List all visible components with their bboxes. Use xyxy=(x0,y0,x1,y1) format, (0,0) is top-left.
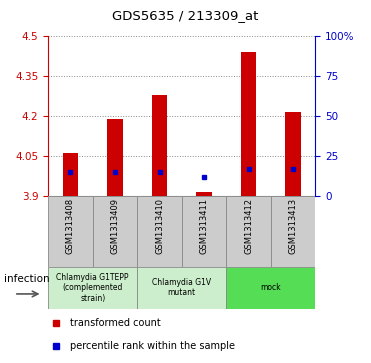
Bar xyxy=(241,52,256,196)
Bar xyxy=(196,192,212,196)
Bar xyxy=(226,267,315,309)
Text: GSM1313412: GSM1313412 xyxy=(244,198,253,254)
Text: GSM1313409: GSM1313409 xyxy=(111,198,119,254)
Bar xyxy=(137,196,182,267)
Bar xyxy=(107,119,123,196)
Text: infection: infection xyxy=(4,274,49,284)
Text: percentile rank within the sample: percentile rank within the sample xyxy=(70,341,234,351)
Bar xyxy=(285,112,301,196)
Text: GDS5635 / 213309_at: GDS5635 / 213309_at xyxy=(112,9,259,22)
Text: Chlamydia G1TEPP
(complemented
strain): Chlamydia G1TEPP (complemented strain) xyxy=(56,273,129,303)
Text: GSM1313408: GSM1313408 xyxy=(66,198,75,254)
Bar xyxy=(271,196,315,267)
Bar xyxy=(182,196,226,267)
Text: GSM1313410: GSM1313410 xyxy=(155,198,164,254)
Bar xyxy=(48,267,137,309)
Text: GSM1313413: GSM1313413 xyxy=(289,198,298,254)
Bar xyxy=(48,196,93,267)
Bar xyxy=(152,95,167,196)
Bar xyxy=(93,196,137,267)
Bar xyxy=(226,196,271,267)
Bar xyxy=(63,153,78,196)
Text: mock: mock xyxy=(260,283,281,292)
Bar xyxy=(137,267,226,309)
Text: GSM1313411: GSM1313411 xyxy=(200,198,209,254)
Text: Chlamydia G1V
mutant: Chlamydia G1V mutant xyxy=(152,278,211,297)
Text: transformed count: transformed count xyxy=(70,318,160,327)
